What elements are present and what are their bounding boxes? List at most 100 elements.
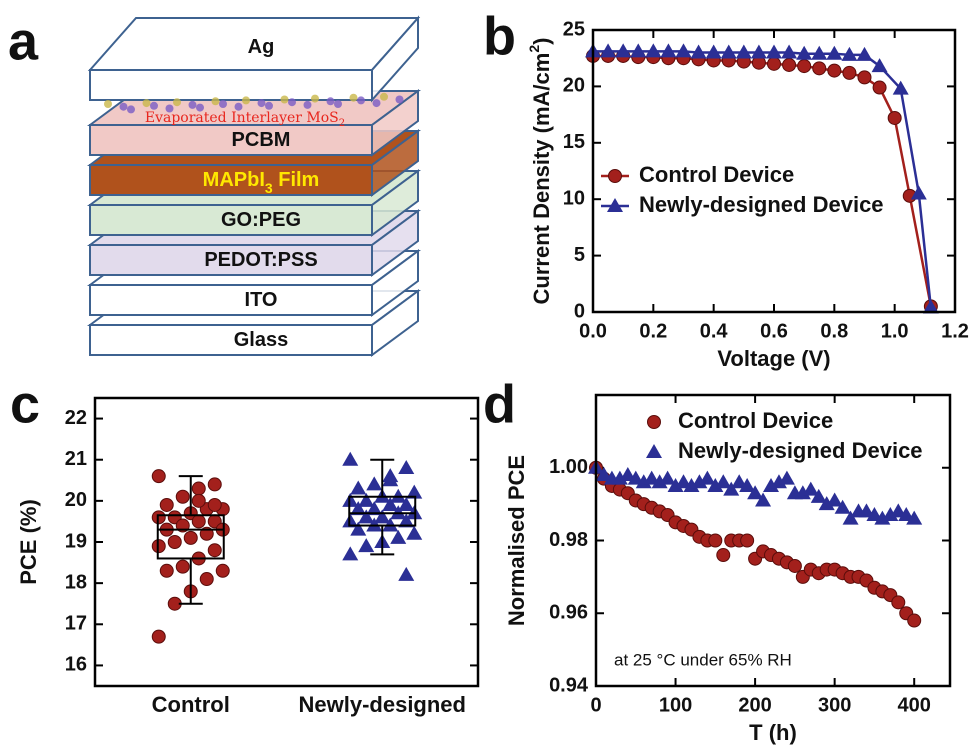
marker: [208, 498, 221, 511]
marker: [888, 111, 901, 124]
marker: [788, 559, 801, 572]
molecule: [189, 101, 197, 109]
molecule: [357, 96, 365, 104]
molecule: [258, 99, 266, 107]
layer-front: [90, 285, 372, 315]
x-axis-label: Voltage (V): [717, 346, 830, 371]
text-part: 2: [526, 45, 542, 53]
y-tick-label: 17: [65, 613, 87, 635]
marker: [828, 64, 841, 77]
x-tick-label: 0.2: [639, 320, 667, 342]
marker: [768, 57, 781, 70]
y-tick-label: 20: [65, 489, 87, 511]
marker: [168, 536, 181, 549]
y-tick-label: 5: [574, 244, 585, 266]
marker: [843, 66, 856, 79]
legend-label: Newly-designed Device: [639, 192, 884, 217]
y-tick-label: 0: [574, 300, 585, 322]
marker: [160, 564, 173, 577]
layer-label: Glass: [234, 329, 288, 351]
molecule: [373, 99, 381, 107]
annotation: at 25 °C under 65% RH: [614, 650, 792, 669]
panel-letter: d: [483, 374, 516, 434]
layer: Ag: [90, 18, 418, 100]
molecule: [127, 105, 135, 113]
marker: [192, 494, 205, 507]
molecule: [288, 98, 296, 106]
y-tick-label: 0.94: [549, 674, 589, 696]
panel-letter: b: [483, 6, 516, 66]
legend-marker: [648, 416, 661, 429]
molecule: [396, 96, 404, 104]
text-part: MAPbI: [203, 169, 265, 191]
molecule: [311, 95, 319, 103]
x-axis-label: T (h): [749, 720, 797, 745]
marker: [152, 470, 165, 483]
molecule: [219, 100, 227, 108]
y-tick-label: 0.98: [549, 529, 588, 551]
molecule: [265, 102, 273, 110]
x-tick-label: 1.2: [941, 320, 969, 342]
y-tick-label: 1.00: [549, 456, 588, 478]
molecule: [150, 102, 158, 110]
marker: [858, 71, 871, 84]
text-part: 2: [339, 118, 345, 129]
panel-letter: a: [8, 11, 39, 71]
text-part: ): [529, 38, 554, 45]
text-part: Glass: [234, 329, 288, 351]
layer-label: ITO: [245, 289, 278, 311]
marker: [152, 630, 165, 643]
marker: [783, 58, 796, 71]
y-axis-label: Normalised PCE: [504, 455, 529, 626]
x-tick-label: 0.4: [700, 320, 729, 342]
y-tick-label: 20: [563, 75, 585, 97]
legend-label: Control Device: [639, 162, 794, 187]
y-tick-label: 0.96: [549, 602, 588, 624]
text-part: Evaporated Interlayer MoS: [145, 110, 339, 126]
y-axis-label: Current Density (mA/cm2): [526, 38, 554, 305]
x-tick-label: 100: [659, 694, 692, 716]
marker: [216, 564, 229, 577]
marker: [184, 531, 197, 544]
x-tick-label: 0.0: [579, 320, 607, 342]
molecule: [120, 103, 128, 111]
molecule: [104, 100, 112, 108]
x-tick-label: 200: [738, 694, 771, 716]
layer-label: Ag: [248, 36, 275, 58]
molecule: [242, 96, 250, 104]
legend-label: Newly-designed Device: [678, 438, 923, 463]
y-tick-label: 25: [563, 18, 585, 40]
marker: [208, 544, 221, 557]
x-tick-label: 0: [590, 694, 601, 716]
x-tick-label: 400: [898, 694, 931, 716]
molecule: [327, 97, 335, 105]
x-tick-label: 0.6: [760, 320, 788, 342]
figure: aGlassITOPEDOT:PSSGO:PEGMAPbI3 FilmPCBMA…: [0, 0, 970, 747]
marker: [908, 614, 921, 627]
text-part: GO:PEG: [221, 209, 301, 231]
molecule: [380, 93, 388, 101]
y-axis-label: PCE (%): [16, 499, 41, 585]
y-tick-label: 22: [65, 407, 87, 429]
y-tick-label: 10: [563, 187, 585, 209]
legend-label: Control Device: [678, 408, 833, 433]
marker: [176, 490, 189, 503]
y-tick-label: 15: [563, 131, 585, 153]
marker: [192, 482, 205, 495]
marker: [717, 549, 730, 562]
layer-label: PCBM: [232, 129, 291, 151]
marker: [160, 498, 173, 511]
category-label: Newly-designed: [299, 692, 466, 717]
molecule: [173, 98, 181, 106]
category-label: Control: [152, 692, 230, 717]
text-part: Ag: [248, 36, 275, 58]
x-tick-label: 0.8: [820, 320, 848, 342]
marker: [192, 515, 205, 528]
legend-marker: [609, 170, 622, 183]
text-part: Film: [273, 169, 320, 191]
marker: [892, 596, 905, 609]
molecule: [304, 101, 312, 109]
panel-letter: c: [10, 374, 40, 434]
y-tick-label: 21: [65, 448, 87, 470]
molecule: [334, 100, 342, 108]
